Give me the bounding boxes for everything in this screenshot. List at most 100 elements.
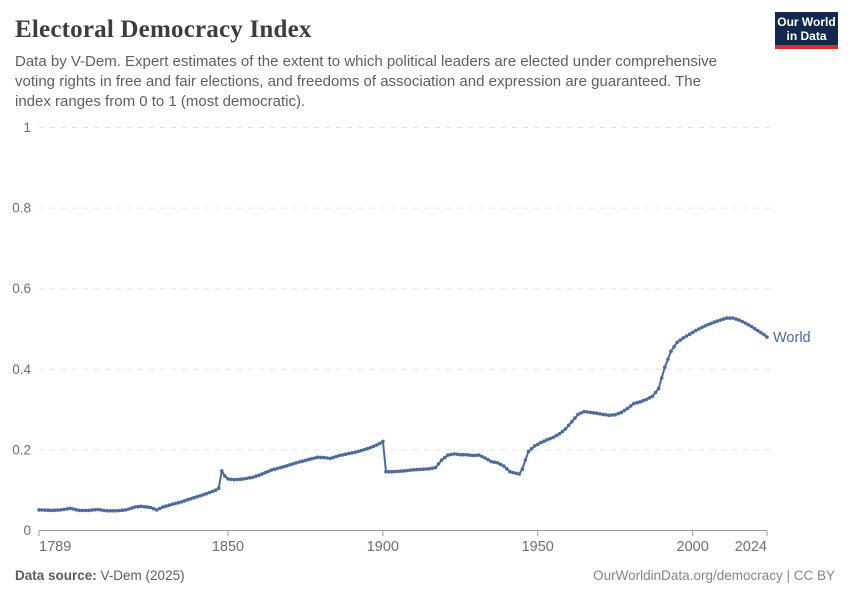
owid-logo[interactable]: Our World in Data — [775, 12, 838, 49]
data-point-dot — [130, 506, 134, 510]
data-point-dot — [350, 451, 354, 455]
data-point-dot — [520, 467, 525, 472]
data-point-dot — [393, 469, 398, 474]
data-point-dot — [266, 469, 271, 474]
data-point-dot — [319, 455, 323, 460]
data-point-dot — [511, 470, 515, 475]
data-point-dot — [89, 508, 94, 512]
data-point-dot — [71, 507, 75, 511]
data-point-dot — [607, 413, 611, 418]
data-point-dot — [449, 452, 453, 457]
page-title: Electoral Democracy Index — [15, 16, 312, 43]
data-point-dot — [223, 474, 227, 478]
y-axis-tick-label: 0 — [23, 523, 31, 538]
world-line-series[interactable] — [38, 317, 768, 512]
data-point-dot — [58, 508, 63, 512]
data-point-dot — [523, 458, 528, 462]
data-point-dot — [659, 376, 664, 380]
owid-url-license[interactable]: OurWorldinData.org/democracy | CC BY — [593, 568, 835, 583]
data-point-dot — [545, 438, 549, 442]
data-point-dot — [189, 496, 193, 501]
data-point-dot — [706, 322, 710, 327]
data-point-dot — [755, 328, 760, 333]
data-point-dot — [455, 452, 460, 457]
data-point-dot — [359, 448, 364, 453]
data-point-dot — [700, 325, 704, 330]
data-point-dot — [306, 457, 311, 462]
data-point-dot — [127, 507, 131, 511]
data-point-dot — [77, 508, 82, 513]
data-point-dot — [433, 465, 438, 470]
data-point-dot — [176, 500, 181, 505]
data-point-dot — [635, 400, 639, 405]
data-point-dot — [604, 413, 608, 417]
data-point-dot — [666, 357, 670, 362]
data-point-dot — [96, 507, 100, 512]
data-point-dot — [251, 475, 255, 480]
data-point-dot — [226, 477, 230, 481]
data-point-dot — [489, 459, 494, 464]
data-point-dot — [486, 458, 491, 462]
data-point-dot — [663, 365, 667, 370]
data-point-dot — [715, 319, 720, 323]
data-point-dot — [480, 454, 484, 459]
data-point-dot — [374, 443, 379, 447]
data-point-dot — [573, 416, 577, 420]
data-point-dot — [269, 468, 274, 472]
data-point-dot — [229, 477, 233, 482]
owid-logo-line1: Our World — [777, 14, 836, 29]
data-point-dot — [483, 456, 487, 460]
data-point-dot — [508, 469, 512, 474]
data-point-dot — [65, 507, 69, 511]
data-point-dot — [470, 453, 475, 458]
data-point-dot — [399, 469, 404, 473]
data-point-dot — [477, 453, 481, 457]
data-point-dot — [192, 495, 196, 500]
y-axis-tick-label: 1 — [23, 120, 31, 135]
data-point-dot — [102, 508, 106, 513]
data-point-dot — [731, 316, 735, 320]
data-point-dot — [641, 398, 645, 403]
data-point-dot — [213, 488, 218, 493]
data-point-dot — [585, 410, 590, 414]
data-point-dot — [170, 502, 174, 507]
data-point-dot — [405, 468, 410, 473]
data-point-dot — [439, 458, 444, 462]
world-series-label[interactable]: World — [773, 330, 811, 346]
data-point-dot — [238, 477, 243, 482]
data-point-dot — [566, 423, 571, 428]
data-point-dot — [418, 467, 422, 472]
data-point-dot — [427, 467, 432, 471]
data-point-dot — [260, 472, 264, 476]
data-point-dot — [554, 433, 559, 438]
data-point-dot — [111, 509, 116, 513]
data-point-dot — [337, 453, 342, 458]
data-point-dot — [37, 508, 41, 512]
x-axis-tick-label: 2024 — [735, 539, 767, 555]
data-point-dot — [539, 440, 543, 445]
data-point-dot — [638, 400, 642, 404]
data-point-dot — [749, 324, 754, 329]
data-point-dot — [461, 452, 466, 457]
data-point-dot — [551, 435, 555, 440]
data-point-dot — [424, 467, 429, 471]
data-point-dot — [297, 460, 302, 464]
chart-subtitle: Data by V-Dem. Expert estimates of the e… — [15, 53, 718, 110]
y-axis-tick-label: 0.6 — [12, 281, 31, 296]
data-point-dot — [762, 332, 766, 337]
data-point-dot — [464, 452, 469, 457]
data-point-dot — [334, 454, 339, 459]
data-point-dot — [743, 321, 748, 325]
data-point-dot — [80, 508, 85, 513]
data-point-dot — [52, 508, 57, 512]
data-point-dot — [474, 453, 478, 458]
data-point-dot — [672, 344, 676, 349]
x-axis-tick-label: 1850 — [212, 539, 244, 555]
data-point-dot — [632, 401, 636, 406]
data-point-dot — [316, 455, 320, 460]
data-point-dot — [331, 455, 336, 460]
data-point-dot — [281, 464, 286, 469]
data-point-dot — [588, 410, 593, 415]
data-point-dot — [356, 449, 360, 454]
